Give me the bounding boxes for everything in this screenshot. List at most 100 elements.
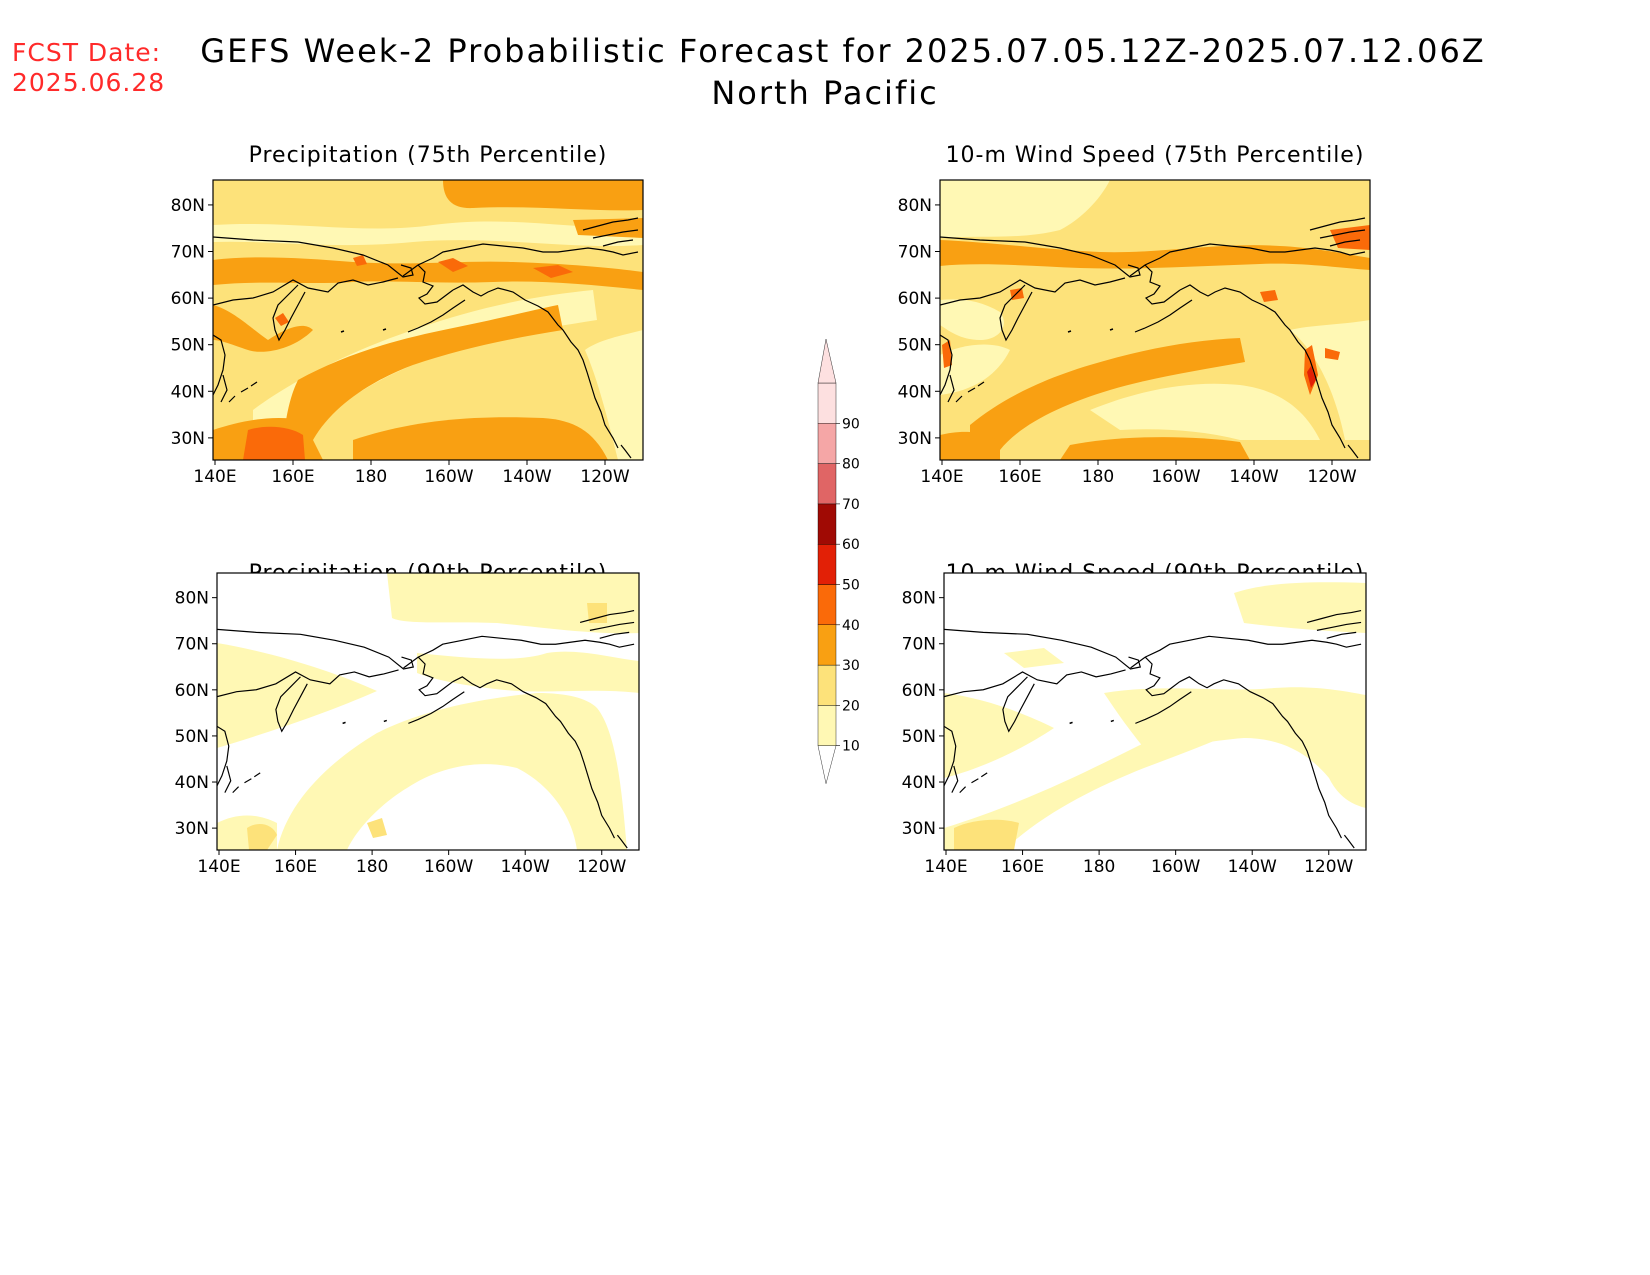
colorbar: 10 20 30 40 50 60 70 80 90 (817, 338, 860, 784)
panel-title-wind-75: 10-m Wind Speed (75th Percentile) (945, 143, 1365, 168)
lon-tick-label: 160E (271, 467, 314, 487)
colorbar-label: 20 (842, 698, 860, 714)
probability-shading (940, 344, 1010, 395)
colorbar-segment (817, 584, 837, 625)
lat-tick-label: 60N (902, 681, 936, 701)
lon-tick-label: 140E (920, 467, 963, 487)
probability-shading (1104, 687, 1366, 808)
probability-shading (533, 265, 573, 278)
lat-tick-label: 50N (902, 727, 936, 747)
lon-tick-label: 180 (356, 857, 388, 877)
lat-tick-label: 70N (175, 635, 209, 655)
colorbar-top-arrow (817, 338, 837, 384)
lon-tick-label: 140W (501, 857, 550, 877)
lon-tick-label: 140W (1228, 857, 1277, 877)
probability-shading (940, 299, 1004, 340)
probability-shading (587, 603, 607, 623)
lon-tick-label: 160W (1151, 857, 1200, 877)
lon-tick-label: 120W (1304, 857, 1353, 877)
colorbar-segment (817, 463, 837, 505)
colorbar-label: 50 (842, 578, 860, 594)
lat-tick-label: 80N (898, 196, 932, 216)
forecast-date-label: FCST Date: (12, 38, 162, 67)
panel-title-precip-75: Precipitation (75th Percentile) (248, 143, 608, 168)
lat-tick-label: 40N (898, 382, 932, 402)
probability-shading (585, 330, 643, 460)
probability-shading (1260, 290, 1278, 302)
lon-tick-label: 120W (1307, 467, 1356, 487)
probability-shading (940, 240, 1370, 270)
lon-tick-label: 160E (274, 857, 317, 877)
probability-shading (243, 426, 305, 460)
probability-shading (438, 258, 468, 272)
probability-shading (573, 218, 643, 238)
lon-tick-label: 160E (1001, 857, 1044, 877)
colorbar-segment (817, 544, 837, 585)
map-panel-wind-90: 140E 160E 180 160W 140W 120W 80N 70N 60N 50N 40N 30… (902, 572, 1367, 877)
probability-shading (367, 818, 387, 838)
lat-tick-label: 30N (171, 429, 205, 449)
colorbar-label: 70 (842, 497, 860, 513)
lon-tick-label: 140W (1229, 467, 1278, 487)
colorbar-label: 10 (842, 739, 860, 755)
lon-tick-label: 180 (1083, 857, 1115, 877)
lat-tick-label: 50N (171, 336, 205, 356)
lat-tick-label: 40N (902, 773, 936, 793)
map-frame (212, 179, 644, 461)
lat-tick-label: 70N (171, 243, 205, 263)
colorbar-label: 90 (842, 416, 860, 432)
main-title: GEFS Week-2 Probabilistic Forecast for 2… (0, 30, 1650, 114)
map-panel-precip-90: 140E 160E 180 160W 140W 120W 80N 70N 60N 50N 40N 30… (175, 572, 640, 877)
probability-shading (417, 651, 639, 693)
colorbar-segment (817, 503, 837, 545)
probability-shading (1234, 582, 1366, 633)
colorbar-segment (817, 423, 837, 464)
lat-tick-label: 70N (902, 635, 936, 655)
lon-tick-label: 180 (1082, 467, 1114, 487)
probability-shading (940, 431, 1000, 460)
map-frame (216, 572, 640, 851)
probability-shading (217, 643, 377, 748)
probability-shading (1307, 366, 1316, 388)
title-line-1: GEFS Week-2 Probabilistic Forecast for 2… (200, 32, 1486, 70)
colorbar-label: 30 (842, 658, 860, 674)
probability-shading (213, 221, 643, 247)
probability-shading (443, 180, 643, 211)
lat-tick-label: 70N (898, 243, 932, 263)
colorbar-segment (817, 382, 837, 424)
lon-tick-label: 160W (424, 467, 473, 487)
lat-tick-label: 40N (171, 382, 205, 402)
lon-tick-label: 160W (1151, 467, 1200, 487)
colorbar-label: 40 (842, 618, 860, 634)
lat-tick-label: 60N (898, 289, 932, 309)
probability-shading (1090, 383, 1320, 440)
colorbar-label: 60 (842, 537, 860, 553)
colorbar-bottom-arrow (817, 745, 837, 784)
lat-tick-label: 80N (902, 589, 936, 609)
probability-shading (353, 255, 367, 266)
probability-shading (277, 693, 627, 850)
probability-shading (970, 338, 1245, 450)
map-panel-wind-75: 140E 160E 180 160W 140W 120W 80N 70N 60N 50N 40N 30… (898, 179, 1371, 487)
map-frame (939, 179, 1371, 461)
colorbar-segment (817, 705, 837, 746)
map-frame (943, 572, 1367, 851)
probability-shading (213, 257, 643, 290)
lon-tick-label: 180 (355, 467, 387, 487)
lat-tick-label: 40N (175, 773, 209, 793)
lat-tick-label: 30N (175, 819, 209, 839)
probability-shading (944, 719, 1254, 850)
forecast-date-block: FCST Date: 2025.06.28 (12, 38, 165, 98)
lon-tick-label: 160E (998, 467, 1041, 487)
lat-tick-label: 50N (175, 727, 209, 747)
forecast-date-value: 2025.06.28 (12, 68, 166, 97)
colorbar-segment (817, 664, 837, 706)
lon-tick-label: 120W (580, 467, 629, 487)
lat-tick-label: 30N (902, 819, 936, 839)
probability-shading (1060, 437, 1250, 460)
lat-tick-label: 50N (898, 336, 932, 356)
probability-shading (940, 180, 1110, 238)
probability-shading (1004, 648, 1064, 668)
lat-tick-label: 60N (171, 289, 205, 309)
